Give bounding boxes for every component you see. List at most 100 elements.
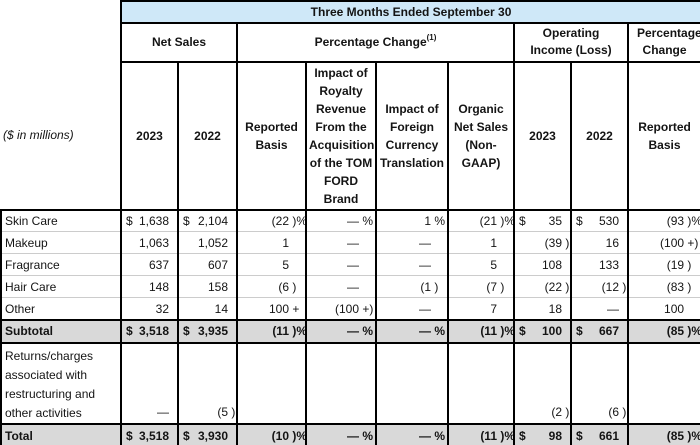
cell-value: 1	[450, 235, 513, 250]
corner-blank	[1, 1, 121, 23]
cell-returns-charges-col6	[447, 342, 514, 424]
cell-value: $3,930	[180, 429, 236, 443]
cell-number: (6	[608, 404, 619, 419]
dollar-sign: $	[183, 324, 190, 339]
column-header-row: ($ in millions) 2023 2022 Reported Basis…	[1, 60, 700, 211]
cell-total-col1: $3,518	[120, 422, 178, 445]
cell-subtotal-col3: (11 )%	[236, 318, 306, 344]
cell-value: 7	[450, 301, 513, 316]
cell-fragrance-col4: —	[305, 253, 376, 276]
group-header-row: Net Sales Percentage Change(1) Operating…	[1, 22, 700, 63]
cell-other-col9: 100	[626, 297, 700, 320]
cell-number: (83	[666, 279, 685, 294]
cell-number: 100	[268, 301, 289, 316]
cell-number: (12	[601, 279, 619, 294]
cell-other-col7: 18	[513, 297, 571, 320]
table-row-other: Other 32 14 100 + (100 +) —7 18—100	[0, 297, 700, 320]
cell-value: (6 )	[239, 279, 305, 294]
cell-value: (22 )%	[239, 214, 306, 229]
cell-number: —	[347, 428, 359, 443]
dollar-sign: $	[519, 428, 526, 443]
cell-value: $3,518	[123, 324, 177, 339]
cell-value: (2 )	[516, 404, 570, 423]
cell-suffix: )	[619, 404, 627, 419]
cell-number: 100	[541, 324, 562, 339]
cell-suffix: )%	[687, 214, 699, 229]
cell-returns-charges-col1: —	[120, 342, 178, 424]
cell-value: 14	[180, 301, 236, 316]
cell-value: (11 )%	[450, 324, 514, 338]
cell-returns-charges-col3	[236, 342, 306, 424]
cell-returns-charges-col8: (6 )	[570, 342, 628, 424]
cell-value: (11 )%	[239, 324, 306, 338]
cell-hair-care-col7: (22 )	[513, 275, 571, 298]
cell-total-col4: — %	[305, 422, 376, 445]
cell-skin-care-col5: 1 %	[375, 208, 448, 232]
cell-value: 158	[180, 280, 236, 294]
cell-number: 1	[490, 235, 497, 250]
cell-number: (7	[486, 279, 497, 294]
cell-subtotal-col1: $3,518	[120, 318, 178, 344]
cell-number: —	[419, 235, 431, 250]
cell-makeup-col7: (39 )	[513, 231, 571, 254]
cell-number: 7	[490, 301, 497, 316]
cell-value: (7 )	[450, 279, 513, 294]
cell-value: 133	[573, 257, 627, 272]
cell-number: 133	[598, 257, 619, 272]
cell-hair-care-col5: (1 )	[375, 275, 448, 298]
cell-suffix: )%	[289, 428, 306, 443]
cell-other-col1: 32	[120, 297, 178, 320]
cell-suffix: %	[431, 214, 446, 229]
cell-other-col2: 14	[177, 297, 237, 320]
cell-value: $2,104	[180, 214, 236, 229]
cell-fragrance-col3: 5	[236, 253, 306, 276]
cell-number: 98	[548, 428, 562, 443]
cell-suffix: )	[562, 235, 570, 250]
cell-number: (19	[666, 257, 685, 272]
cell-fragrance-col7: 108	[513, 253, 571, 276]
cell-number: —	[157, 404, 169, 419]
cell-number: (39	[544, 235, 562, 250]
cell-value: (5 )	[180, 405, 236, 423]
cell-suffix: )	[497, 279, 505, 294]
cell-fragrance-col5: —	[375, 253, 448, 276]
cell-returns-charges-col5	[375, 342, 448, 424]
dollar-sign: $	[576, 214, 583, 229]
cell-makeup-col6: 1	[447, 231, 514, 254]
cell-suffix: )	[562, 279, 570, 294]
cell-value: (85 )%	[630, 429, 699, 443]
cell-skin-care-col4: — %	[305, 208, 376, 232]
group-percentage-change-right: Percentage Change	[626, 22, 700, 63]
dollar-sign: $	[519, 214, 526, 229]
cell-value: —	[378, 302, 447, 316]
cell-total-col6: (11 )%	[447, 422, 514, 445]
dollar-sign: $	[126, 324, 133, 339]
cell-suffix: )%	[497, 428, 514, 443]
cell-skin-care-col2: $2,104	[177, 208, 237, 232]
cell-number: 1,052	[197, 235, 228, 250]
table-row-subtotal: Subtotal $3,518 $3,935 (11 )% — % — % (11 )% $1…	[0, 318, 700, 344]
cell-fragrance-col9: (19 )	[626, 253, 700, 276]
row-label-fragrance: Fragrance	[0, 253, 121, 276]
cell-value: (39 )	[516, 235, 570, 250]
title-row: Three Months Ended September 30	[1, 0, 700, 24]
cell-number: 14	[214, 301, 228, 316]
cell-value: 32	[123, 302, 177, 316]
table-body: Skin Care $1,638 $2,104 (22 )% — % 1 % (21 )% $…	[0, 208, 700, 445]
cell-subtotal-col8: $667	[570, 318, 628, 344]
cell-number: (2	[551, 404, 562, 419]
cell-number: (22	[271, 214, 289, 229]
cell-number: (6	[278, 279, 289, 294]
cell-subtotal-col5: — %	[375, 318, 448, 344]
cell-value: (100 +)	[630, 236, 699, 250]
cell-value: $1,638	[123, 214, 177, 228]
cell-suffix: %	[359, 428, 374, 443]
dollar-sign: $	[576, 324, 583, 339]
col-header-ns-2023: 2023	[120, 60, 179, 211]
cell-suffix: +	[289, 301, 300, 316]
cell-value: —	[308, 280, 375, 294]
cell-number: 1	[424, 214, 431, 229]
cell-value: $3,518	[123, 429, 177, 443]
cell-value: (21 )%	[450, 214, 514, 228]
cell-number: 2,104	[197, 214, 228, 229]
